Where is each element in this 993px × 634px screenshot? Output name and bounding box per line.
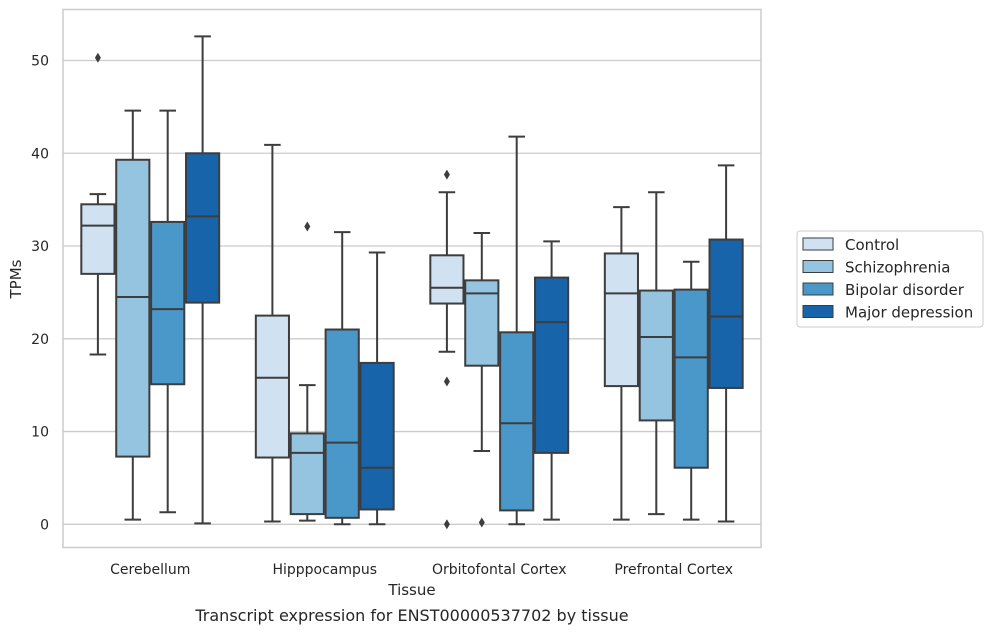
legend: Control Schizophrenia Bipolar disorder Majo…	[796, 230, 984, 328]
legend-label: Bipolar disorder	[845, 281, 965, 299]
box-body	[115, 158, 151, 458]
box-2-4	[638, 191, 674, 516]
box-body	[429, 254, 465, 305]
box-body	[80, 203, 116, 275]
box-2-2	[289, 221, 325, 522]
box-body	[359, 361, 395, 511]
y-tick-label: 20	[31, 332, 49, 348]
box-1-3	[429, 169, 465, 530]
box-body	[603, 252, 639, 388]
outlier-point	[94, 52, 101, 63]
box-body	[638, 289, 674, 422]
outlier-point	[443, 519, 450, 530]
y-tick-label: 30	[31, 239, 49, 255]
box-1-4	[603, 206, 639, 521]
outlier-point	[443, 376, 450, 387]
box-body	[708, 238, 744, 389]
legend-swatch	[802, 260, 834, 273]
x-tick-label: Cerebellum	[110, 562, 190, 578]
box-4-1	[185, 35, 221, 525]
y-tick-label: 40	[31, 146, 49, 162]
x-axis-ticks: Cerebellum Hipppocampus Orbitofontal Corte…	[110, 562, 733, 578]
y-axis-ticks: 0 10 20 30 40 50	[31, 54, 49, 534]
y-tick-label: 10	[31, 425, 49, 441]
box-4-2	[359, 251, 395, 526]
plot-area-frame	[62, 8, 762, 549]
box-body	[464, 279, 500, 367]
box-body	[150, 220, 186, 386]
box-body	[499, 331, 535, 512]
legend-label: Schizophrenia	[845, 259, 950, 277]
box-3-3	[499, 135, 535, 526]
boxes	[80, 35, 744, 530]
x-axis-title: Tissue	[387, 581, 435, 599]
chart-caption: Transcript expression for ENST0000053770…	[194, 606, 628, 625]
box-4-3	[534, 240, 570, 521]
x-tick-label: Orbitofontal Cortex	[432, 562, 567, 578]
box-body	[324, 328, 360, 519]
x-tick-label: Prefrontal Cortex	[614, 562, 733, 578]
box-1-1	[80, 52, 116, 356]
y-tick-label: 0	[40, 517, 49, 533]
box-body	[185, 152, 221, 304]
y-tick-label: 50	[31, 54, 49, 70]
y-axis-title: TPMs	[7, 259, 25, 299]
box-4-4	[708, 164, 744, 523]
box-3-1	[150, 109, 186, 514]
box-body	[534, 276, 570, 454]
box-body	[673, 288, 709, 469]
x-tick-label: Hipppocampus	[272, 562, 377, 578]
legend-label: Control	[845, 236, 899, 254]
box-1-2	[254, 143, 290, 523]
box-3-2	[324, 231, 360, 526]
box-2-1	[115, 109, 151, 521]
legend-frame	[796, 230, 984, 328]
box-2-3	[464, 232, 500, 528]
legend-swatch	[802, 282, 834, 296]
outlier-point	[304, 221, 311, 232]
legend-swatch	[802, 237, 834, 251]
box-body	[289, 432, 325, 516]
legend-label: Major depression	[845, 304, 973, 322]
outlier-point	[478, 517, 485, 528]
outlier-point	[443, 169, 450, 180]
legend-swatch	[802, 305, 834, 318]
box-body	[254, 314, 290, 459]
box-3-4	[673, 260, 709, 521]
